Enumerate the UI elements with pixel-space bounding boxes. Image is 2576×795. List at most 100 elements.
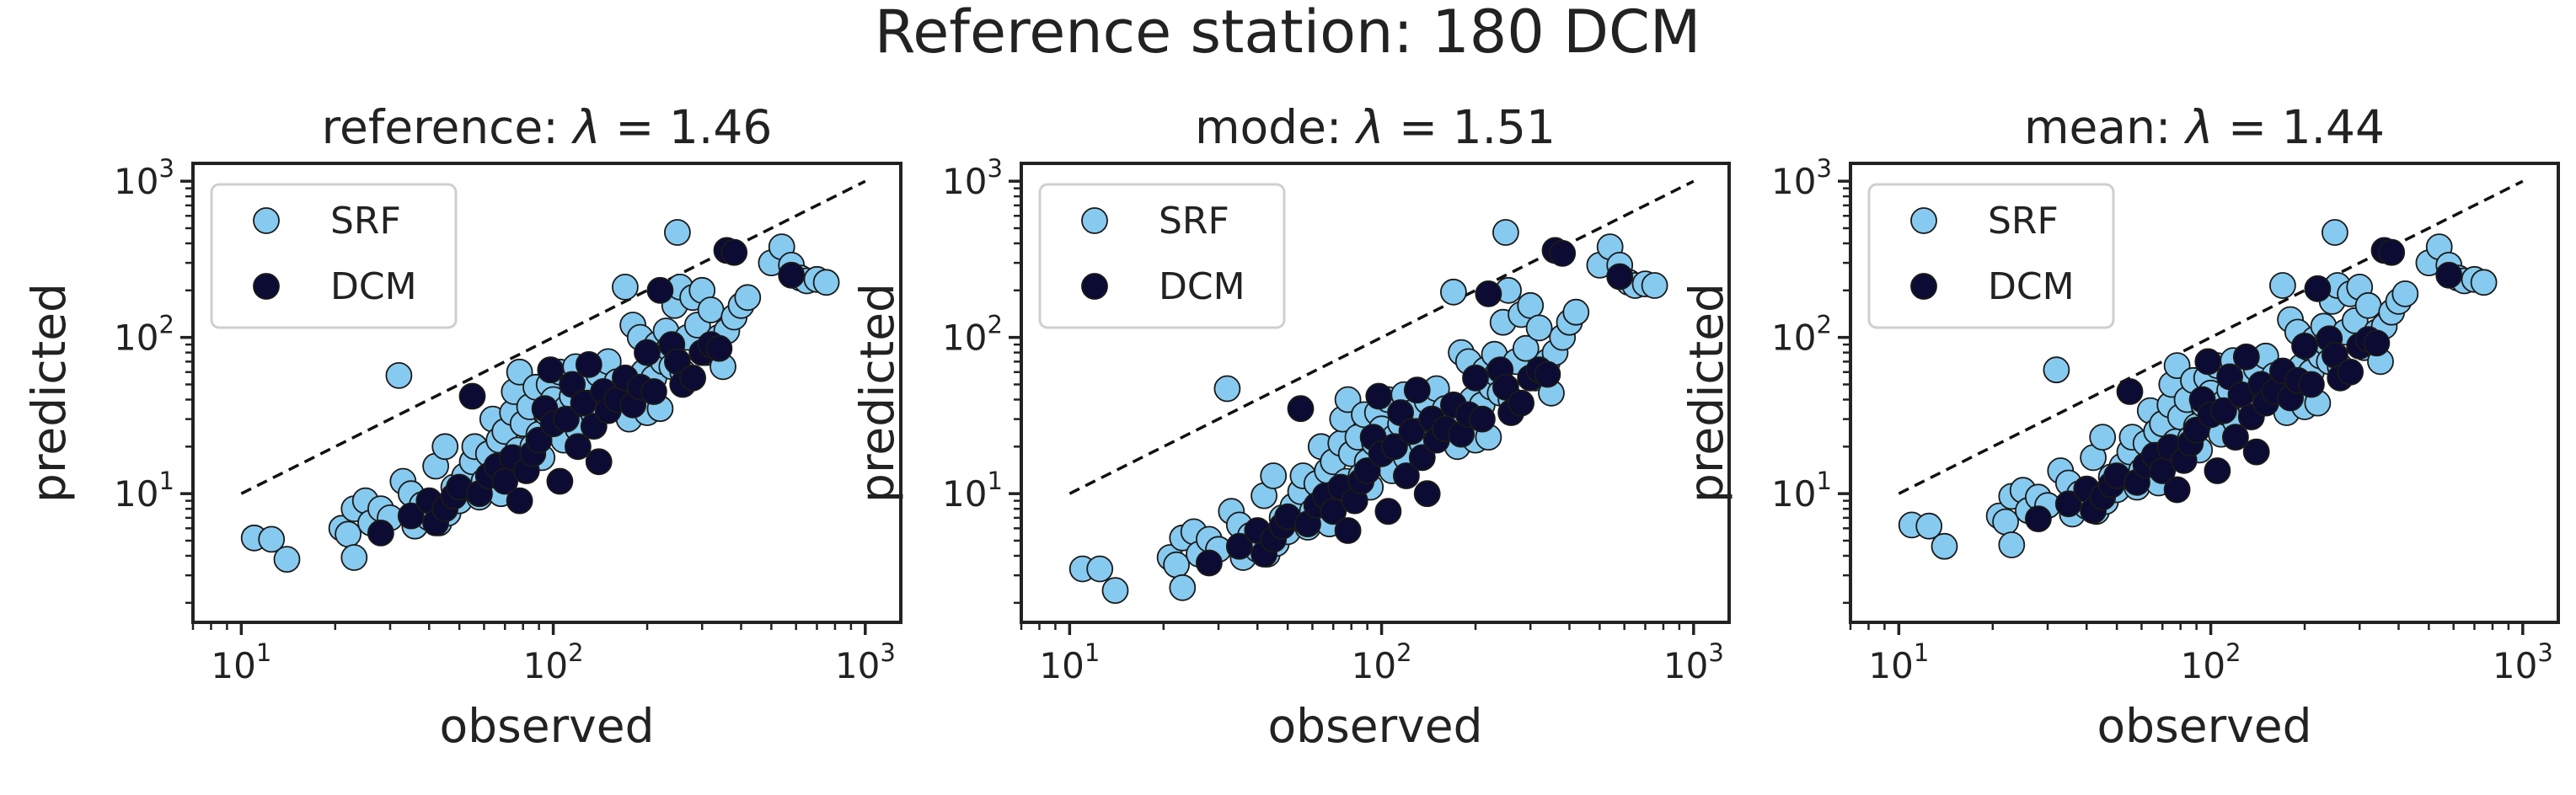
chart-2-x-tick-label-0: 101 bbox=[1039, 638, 1100, 686]
chart-2-legend: SRF DCM bbox=[1038, 183, 1286, 329]
chart-2-x-tick-label-exponent: 2 bbox=[1396, 638, 1411, 667]
chart-1-y-tick-label-2: 103 bbox=[114, 154, 174, 202]
chart-3-title-lambda-symbol: λ bbox=[2183, 100, 2214, 154]
chart-2-srf-point-87 bbox=[1512, 334, 1540, 362]
chart-2-y-tick-label-exponent: 2 bbox=[988, 311, 1003, 339]
chart-3-x-tick-label-0: 101 bbox=[1868, 638, 1929, 686]
chart-2-dcm-point-35 bbox=[1469, 405, 1496, 433]
chart-1-y-tick-label-exponent: 3 bbox=[159, 154, 174, 183]
chart-3-dcm-point-1 bbox=[2054, 490, 2082, 518]
chart-2-y-tick-label-base: 10 bbox=[942, 317, 987, 359]
chart-3-x-tick-label-base: 10 bbox=[1868, 645, 1913, 686]
chart-2-dcm-point-1 bbox=[1225, 532, 1253, 560]
chart-2-dcm-point-23 bbox=[1393, 462, 1420, 489]
chart-2-identity-line bbox=[1068, 179, 1695, 495]
chart-3-x-tick-label-exponent: 2 bbox=[2225, 638, 2241, 667]
chart-1-dcm-point-23 bbox=[565, 433, 592, 461]
chart-3-title: mean: λ = 1.44 bbox=[2024, 100, 2385, 154]
chart-1-srf-point-104 bbox=[812, 269, 840, 296]
chart-3-dcm-point-23 bbox=[2221, 424, 2249, 451]
chart-1-identity-line bbox=[240, 179, 866, 495]
chart-1-y-tick-label-exponent: 1 bbox=[159, 467, 174, 495]
chart-3-dcm-point-36 bbox=[2304, 275, 2332, 302]
chart-1-srf-point-11 bbox=[385, 361, 413, 389]
chart-2-legend-marker-dcm bbox=[1081, 273, 1108, 300]
chart-3-legend: SRF DCM bbox=[1867, 183, 2115, 329]
chart-1-x-tick-label-exponent: 1 bbox=[256, 638, 271, 667]
chart-2-y-tick-label-exponent: 1 bbox=[988, 467, 1003, 495]
chart-1-legend-marker-dcm bbox=[253, 273, 280, 300]
chart-1-dcm-point-43 bbox=[705, 334, 733, 362]
chart-3-y-tick-label-base: 10 bbox=[1771, 161, 1816, 202]
chart-1-dcm-point-20 bbox=[546, 467, 574, 495]
chart-3-dcm-point-20 bbox=[2204, 457, 2231, 484]
chart-3-title-lambda-value: 1.44 bbox=[2282, 100, 2385, 154]
chart-3-srf-point-11 bbox=[2043, 356, 2070, 384]
chart-2-title: mode: λ = 1.51 bbox=[1195, 100, 1556, 154]
chart-3-dcm-point-40 bbox=[2337, 358, 2364, 386]
chart-1-srf-point-90 bbox=[697, 296, 725, 323]
chart-3-x-tick-label-base: 10 bbox=[2493, 645, 2537, 686]
chart-1-title-prefix: reference: bbox=[322, 100, 574, 154]
chart-2-y-tick-label-0: 101 bbox=[942, 467, 1003, 515]
chart-3-x-tick-label-1: 102 bbox=[2181, 638, 2241, 686]
chart-2-dcm-point-20 bbox=[1374, 498, 1402, 526]
chart-1-dcm-point-0 bbox=[367, 520, 394, 547]
chart-1-legend-marker-srf bbox=[253, 207, 280, 234]
chart-3-srf-point-82 bbox=[2321, 219, 2348, 246]
chart-2-title-prefix: mode: bbox=[1195, 100, 1357, 154]
chart-1-srf-point-4 bbox=[335, 520, 362, 548]
chart-3-legend-marker-dcm bbox=[1910, 273, 1937, 300]
chart-2-title-lambda-value: 1.51 bbox=[1453, 100, 1556, 154]
chart-1-series-dcm bbox=[367, 237, 806, 547]
chart-3-srf-point-1 bbox=[1915, 512, 1943, 540]
chart-3-legend-marker-srf bbox=[1910, 207, 1937, 234]
chart-2-dcm-point-45 bbox=[1549, 239, 1577, 267]
chart-2-dcm-point-11 bbox=[1320, 498, 1347, 526]
chart-2-srf-point-88 bbox=[1517, 291, 1545, 319]
chart-3-series-dcm bbox=[2024, 237, 2463, 532]
chart-1-y-axis-label: predicted bbox=[22, 283, 76, 503]
chart-3-dcm-point-18 bbox=[2194, 348, 2222, 376]
chart-1-x-tick-label-2: 103 bbox=[835, 638, 896, 686]
chart-2-x-tick-label-exponent: 1 bbox=[1084, 638, 1100, 667]
chart-3-y-tick-label-1: 102 bbox=[1771, 311, 1832, 359]
chart-1-dcm-point-25 bbox=[575, 350, 602, 378]
chart-2-srf-point-19 bbox=[1260, 462, 1288, 489]
chart-3-y-tick-label-exponent: 2 bbox=[1817, 311, 1832, 339]
chart-2-dcm-point-27 bbox=[1413, 480, 1441, 508]
chart-1-x-tick-label-base: 10 bbox=[523, 645, 568, 686]
chart-2-y-tick-label-exponent: 3 bbox=[988, 154, 1003, 183]
chart-3-x-tick-label-exponent: 3 bbox=[2537, 638, 2552, 667]
chart-1-dcm-point-34 bbox=[634, 339, 661, 366]
chart-3-legend-label-dcm: DCM bbox=[1988, 265, 2075, 308]
chart-1-y-tick-label-0: 101 bbox=[114, 467, 174, 515]
chart-3-dcm-point-45 bbox=[2378, 238, 2406, 266]
chart-1-dcm-point-1 bbox=[397, 502, 425, 530]
chart-1-x-tick-label-base: 10 bbox=[211, 645, 255, 686]
chart-3-srf-point-104 bbox=[2470, 269, 2498, 296]
chart-3-srf-point-90 bbox=[2354, 291, 2382, 319]
chart-1-srf-point-66 bbox=[612, 273, 639, 301]
chart-2-dcm-point-7 bbox=[1287, 395, 1315, 423]
chart-2-dcm-point-36 bbox=[1475, 280, 1502, 307]
chart-2-x-tick-label-2: 103 bbox=[1663, 638, 1724, 686]
chart-2-srf-point-82 bbox=[1492, 219, 1519, 246]
chart-2-x-axis-label: observed bbox=[1268, 699, 1483, 753]
chart-1-title-lambda-value: 1.46 bbox=[669, 100, 772, 154]
chart-2-x-tick-label-base: 10 bbox=[1663, 645, 1708, 686]
chart-1-x-tick-label-exponent: 2 bbox=[568, 638, 583, 667]
chart-1-dcm-point-45 bbox=[720, 238, 748, 266]
chart-1-srf-point-82 bbox=[664, 219, 691, 246]
chart-1-srf-point-2 bbox=[273, 546, 301, 573]
chart-3-srf-point-19 bbox=[2089, 424, 2117, 451]
chart-2-title-equals: = bbox=[1384, 100, 1453, 154]
chart-1-dcm-point-18 bbox=[537, 356, 565, 384]
chart-3-x-tick-label-2: 103 bbox=[2493, 638, 2553, 686]
chart-2-srf-point-4 bbox=[1163, 551, 1190, 579]
chart-3-y-tick-label-base: 10 bbox=[1771, 473, 1816, 515]
chart-3-srf-point-2 bbox=[1931, 532, 1958, 560]
chart-1-y-tick-label-base: 10 bbox=[114, 473, 158, 515]
chart-2-legend-marker-srf bbox=[1081, 207, 1108, 234]
